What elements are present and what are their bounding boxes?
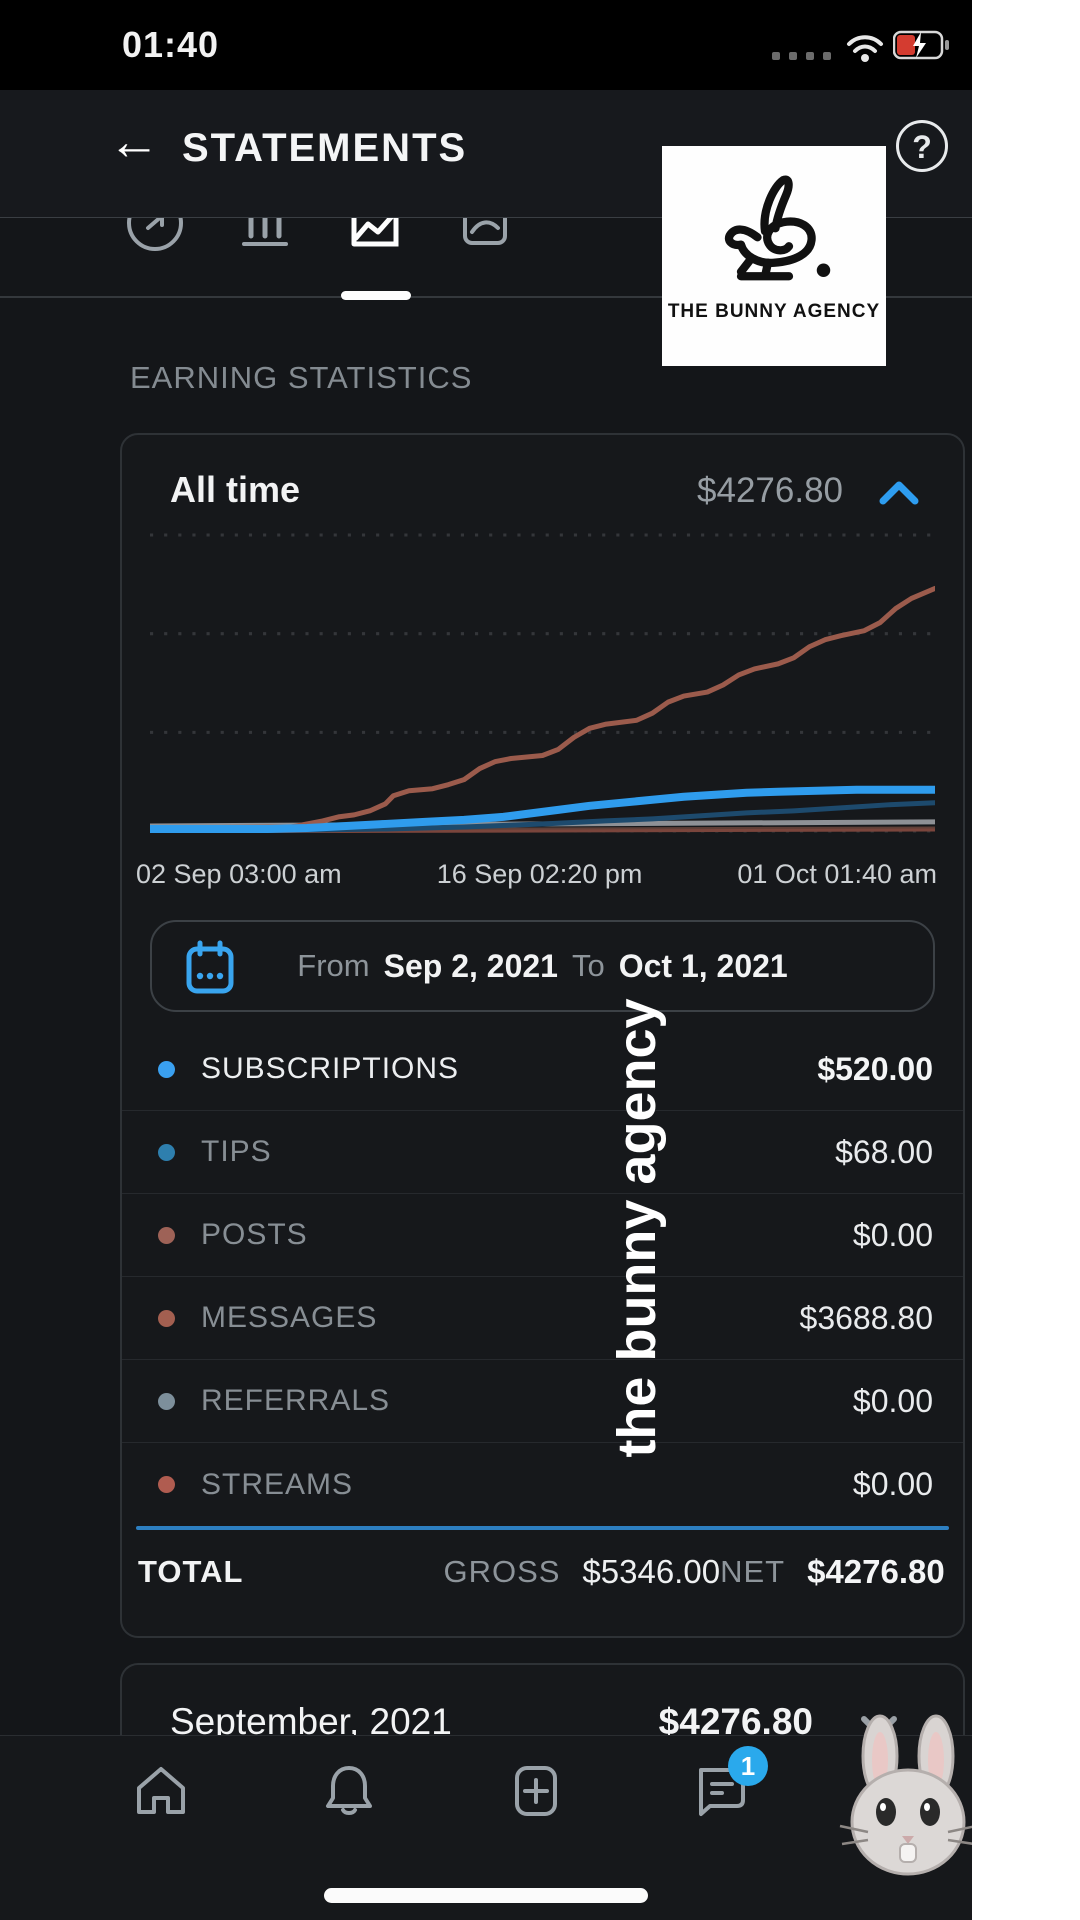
tab-earnings[interactable] — [210, 218, 320, 254]
to-label: To — [571, 948, 605, 983]
row-label: MESSAGES — [201, 1301, 378, 1334]
series-dot — [158, 1060, 175, 1078]
row-value: $520.00 — [817, 1050, 933, 1087]
wifi-icon — [847, 35, 883, 62]
chart-x-axis: 02 Sep 03:00 am 16 Sep 02:20 pm 01 Oct 0… — [136, 859, 937, 890]
tab-engagement[interactable] — [430, 218, 540, 254]
period-label: All time — [170, 469, 301, 510]
row-streams[interactable]: STREAMS $0.00 — [122, 1443, 963, 1526]
axis-tick-end: 01 Oct 01:40 am — [737, 859, 937, 889]
row-value: $3688.80 — [799, 1299, 933, 1336]
totals-row: TOTAL GROSS $5346.00 NET $4276.80 — [122, 1530, 963, 1614]
row-subscriptions[interactable]: SUBSCRIPTIONS $520.00 — [122, 1028, 963, 1111]
home-indicator[interactable] — [324, 1888, 648, 1903]
total-divider — [136, 1526, 949, 1530]
cellular-signal-icon — [772, 52, 831, 60]
row-tips[interactable]: TIPS $68.00 — [122, 1111, 963, 1194]
back-button[interactable]: ← — [108, 113, 160, 171]
status-bar: 01:40 — [0, 0, 972, 90]
dollar-circle-icon — [127, 218, 183, 251]
chevron-up-icon[interactable] — [877, 477, 921, 507]
row-referrals[interactable]: REFERRALS $0.00 — [122, 1360, 963, 1443]
row-messages[interactable]: MESSAGES $3688.80 — [122, 1277, 963, 1360]
row-label: POSTS — [201, 1218, 308, 1251]
earnings-card: All time $4276.80 02 Sep 03:00 am 16 Sep… — [120, 433, 965, 1638]
active-tab-indicator — [341, 291, 411, 300]
row-value: $0.00 — [852, 1216, 933, 1253]
total-label: TOTAL — [138, 1554, 244, 1589]
axis-tick-mid: 16 Sep 02:20 pm — [436, 859, 643, 889]
profile-rabbit-avatar[interactable] — [828, 1714, 972, 1884]
date-range-picker[interactable]: From Sep 2, 2021 To Oct 1, 2021 — [150, 920, 935, 1012]
notifications-bell-icon[interactable] — [318, 1760, 380, 1822]
series-dot — [158, 1476, 175, 1493]
earnings-chart — [150, 531, 935, 833]
tab-divider — [0, 296, 972, 298]
bunny-line-art-icon — [724, 175, 831, 281]
row-label: STREAMS — [201, 1467, 354, 1501]
page-title: STATEMENTS — [182, 126, 468, 170]
line-chart-icon — [351, 218, 399, 247]
chart-line-tips — [150, 803, 935, 831]
row-value: $0.00 — [852, 1466, 933, 1502]
tab-payouts[interactable] — [100, 218, 210, 254]
earnings-breakdown: SUBSCRIPTIONS $520.00 TIPS $68.00 POSTS … — [122, 1028, 963, 1526]
help-icon[interactable]: ? — [896, 120, 948, 172]
row-value: $0.00 — [852, 1382, 933, 1419]
watermark-text: the bunny agency — [607, 998, 667, 1458]
row-label: SUBSCRIPTIONS — [201, 1052, 460, 1085]
status-time: 01:40 — [122, 24, 220, 65]
statement-tabs — [0, 218, 972, 296]
net-value: $4276.80 — [807, 1553, 945, 1590]
series-dot — [158, 1392, 175, 1410]
from-label: From — [297, 948, 370, 983]
messages-badge: 1 — [728, 1746, 768, 1786]
series-dot — [158, 1226, 175, 1244]
calendar-icon — [186, 940, 234, 994]
chart-line-subscriptions — [150, 790, 935, 829]
axis-tick-start: 02 Sep 03:00 am — [136, 859, 342, 889]
row-posts[interactable]: POSTS $0.00 — [122, 1194, 963, 1277]
new-post-icon[interactable] — [505, 1760, 567, 1822]
bar-chart-icon — [242, 218, 288, 246]
chart-box-icon — [463, 218, 507, 245]
to-date: Oct 1, 2021 — [618, 947, 788, 984]
series-dot — [158, 1309, 175, 1327]
messages-nav-item[interactable]: 1 — [688, 1746, 768, 1827]
gross-value: $5346.00 — [582, 1553, 721, 1590]
bottom-nav: 1 — [0, 1714, 972, 1920]
row-label: REFERRALS — [201, 1384, 391, 1417]
series-dot — [158, 1143, 175, 1161]
agency-logo: THE BUNNY AGENCY — [662, 146, 886, 366]
battery-charging-icon — [893, 30, 949, 60]
row-value: $68.00 — [835, 1133, 933, 1170]
section-title: EARNING STATISTICS — [130, 360, 473, 395]
gross-label: GROSS — [443, 1554, 561, 1589]
agency-logo-text: THE BUNNY AGENCY — [667, 301, 881, 322]
from-date: Sep 2, 2021 — [383, 947, 558, 984]
net-label: NET — [720, 1554, 786, 1589]
period-total: $4276.80 — [697, 471, 843, 510]
tab-statistics[interactable] — [320, 218, 430, 254]
right-margin — [972, 0, 1080, 1920]
home-icon[interactable] — [130, 1760, 192, 1822]
chart-line-messages — [150, 588, 935, 828]
row-label: TIPS — [201, 1135, 272, 1168]
